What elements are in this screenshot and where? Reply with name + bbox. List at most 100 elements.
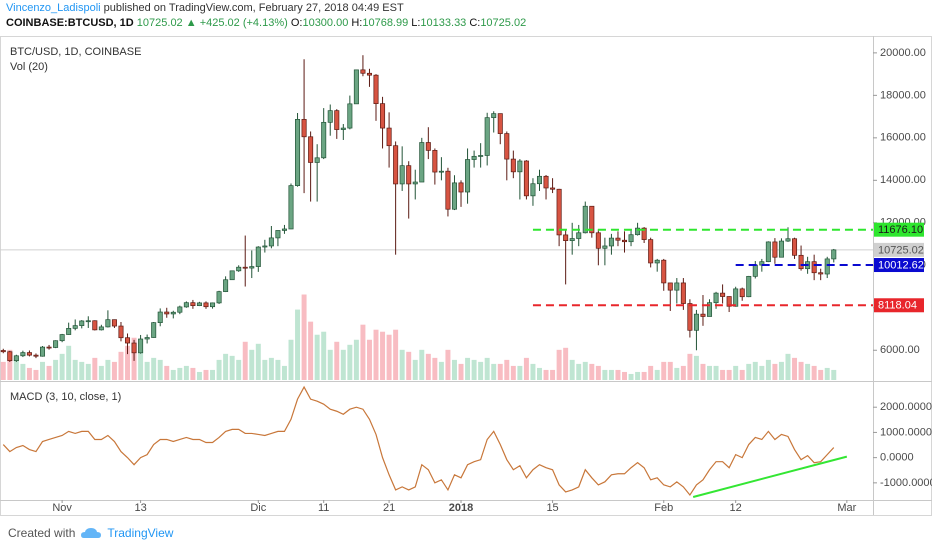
volume-bar [432,357,438,380]
candle-body [733,288,739,307]
candle-body [700,313,706,317]
candle-body [236,266,242,272]
candle-body [26,352,32,356]
logo [81,528,102,538]
volume-bar [811,365,817,380]
level-tag [874,222,924,237]
volume-bar [151,357,157,380]
candle-body [144,337,150,340]
candle-body [831,249,837,260]
volume-bar [465,357,471,380]
candle-body [203,302,209,308]
volume-bar [510,365,516,380]
volume-bar [327,349,333,380]
candle-body [465,159,471,193]
volume-bar [569,359,575,380]
candle-body [275,230,281,239]
volume-bar [340,349,346,380]
volume-bar [752,361,758,380]
candle-body [321,121,327,159]
volume-bar [111,361,117,380]
candle-body [713,292,719,304]
ohlc-value: 10300.00 [302,17,349,29]
candle-body [210,302,216,308]
candle-body [79,320,85,326]
candle-body [778,240,784,258]
volume-bar [667,361,673,380]
candle-body [491,113,497,119]
volume-bar [792,357,798,380]
volume-bar [622,371,627,380]
candle-body [536,175,543,185]
volume-bar [183,365,189,380]
candle-body [550,187,556,190]
volume-bar [216,359,222,380]
volume-bar [778,361,784,380]
volume-bar [654,369,660,380]
candle-body [707,302,713,317]
candle-body [59,334,65,342]
level-label: 11676.10 [878,224,923,236]
volume-bar [170,369,176,380]
x-tick-label: 15 [546,502,558,514]
volume-bar [582,361,588,380]
volume-bar [831,369,837,380]
candle-body [438,170,444,173]
brand[interactable]: TradingView [107,526,174,540]
candle-body [347,103,353,129]
candle-body [517,160,523,173]
candle-body [33,354,39,357]
candle-body [406,165,412,185]
volume-bar [824,367,830,380]
x-tick-label: 13 [134,502,146,514]
candle-body [530,183,536,197]
last-price-tag [874,242,924,257]
author-link[interactable]: Vincenzo_Ladispoli [6,2,101,14]
volume-bar [262,359,268,380]
y-tick-label: 16000.00 [880,132,926,144]
candle-body [255,246,261,267]
volume-bar [661,361,667,380]
candle-body [720,292,726,297]
candle-body [39,346,46,357]
candle-body [66,328,72,335]
volume-bar [196,371,202,380]
volume-bar [386,334,392,380]
candle-body [223,279,229,292]
volume-bar [458,363,464,380]
header-line: Vincenzo_Ladispoli published on TradingV… [6,1,529,16]
volume-bar [26,367,32,380]
volume-bar [138,349,144,380]
volume-bar [281,365,287,380]
candle-body [151,322,157,338]
candle-body [157,311,163,323]
volume-bar [785,353,791,380]
candle-body [118,325,124,339]
volume-bar [190,367,196,380]
ohlc-label: O: [290,17,303,29]
candle-body [340,127,346,130]
volume-bar [406,351,412,380]
volume-bar [556,349,562,380]
candle-body [576,232,582,239]
candle-body [451,182,457,210]
volume-bar [275,359,281,380]
candle-body [295,119,301,186]
candle-body [445,170,451,210]
candle-body [478,155,484,157]
ohlc-value: 10133.33 [420,17,467,29]
volume-bar [360,324,366,380]
candle-body [393,145,399,185]
candle-body [380,103,386,129]
candle-body [419,142,425,183]
candle-body [556,188,562,236]
candle-body [268,237,274,247]
candle-body [46,346,52,349]
last-price-label: 10725.02 [878,244,924,256]
candle-body [386,127,392,147]
candle-body [595,232,601,249]
volume-bar [177,367,183,380]
ohlc-label: L: [411,17,421,29]
volume-bar [40,361,45,380]
candle-body [510,158,516,173]
